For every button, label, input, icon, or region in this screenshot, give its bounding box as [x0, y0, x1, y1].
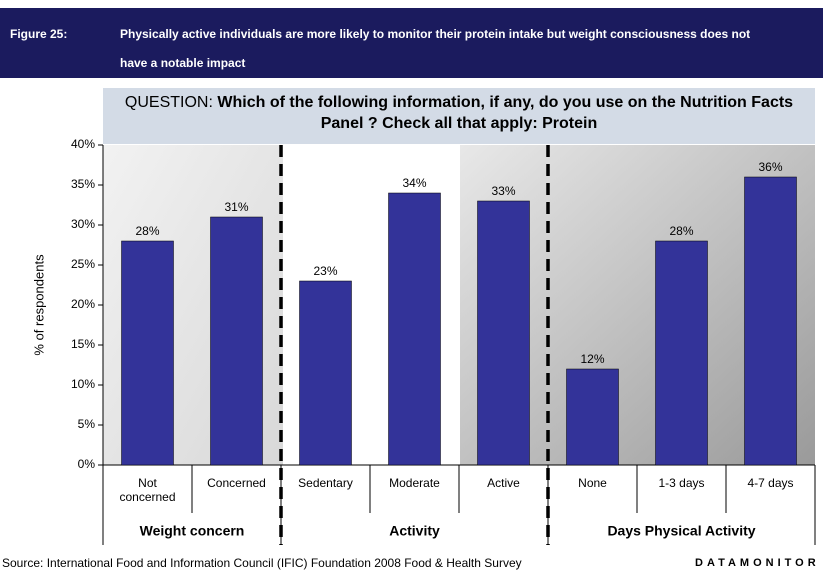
value-label: 23%	[313, 264, 337, 278]
y-tick-label: 40%	[71, 137, 95, 151]
value-label: 31%	[224, 200, 248, 214]
question-box	[103, 88, 815, 144]
bar	[210, 216, 263, 466]
y-axis-label: % of respondents	[31, 254, 46, 356]
x-tick-label: Active	[487, 476, 520, 490]
y-tick-label: 25%	[71, 257, 95, 271]
x-tick-label: Concerned	[207, 476, 266, 490]
bar	[477, 200, 530, 466]
value-label: 33%	[491, 184, 515, 198]
y-tick-label: 10%	[71, 377, 95, 391]
source: Source: International Food and Informati…	[2, 556, 522, 570]
y-tick-label: 30%	[71, 217, 95, 231]
x-tick-label: Not concerned	[119, 476, 176, 504]
y-tick-label: 35%	[71, 177, 95, 191]
group-label: Activity	[389, 523, 440, 539]
value-label: 28%	[135, 224, 159, 238]
value-label: 36%	[758, 160, 782, 174]
x-tick-label: 4-7 days	[747, 476, 794, 490]
bar	[121, 240, 174, 466]
figure-number: Figure 25:	[10, 27, 68, 41]
group-label: Weight concern	[140, 523, 245, 539]
y-tick-label: 5%	[78, 417, 96, 431]
banner	[0, 8, 823, 78]
bar	[388, 192, 441, 466]
x-tick-label: 1-3 days	[658, 476, 705, 490]
y-tick-label: 20%	[71, 297, 95, 311]
question-label: QUESTION:	[124, 94, 213, 111]
bar	[566, 368, 619, 466]
bar	[744, 176, 797, 466]
group-label: Days Physical Activity	[607, 523, 755, 539]
question-text: Which of the following information, if a…	[217, 94, 794, 132]
bar	[299, 280, 352, 466]
figure-title: Physically active individuals are more l…	[120, 27, 751, 70]
value-label: 34%	[402, 176, 426, 190]
x-tick-label: Sedentary	[298, 476, 353, 490]
x-tick-label: None	[578, 476, 607, 490]
x-tick-label: Moderate	[389, 476, 440, 490]
value-label: 28%	[669, 224, 693, 238]
logo: DATAMONITOR	[695, 557, 820, 569]
value-label: 12%	[580, 352, 604, 366]
question: QUESTION: Which of the following informa…	[103, 92, 815, 134]
y-tick-label: 15%	[71, 337, 95, 351]
y-tick-label: 0%	[78, 457, 96, 471]
bar	[655, 240, 708, 466]
